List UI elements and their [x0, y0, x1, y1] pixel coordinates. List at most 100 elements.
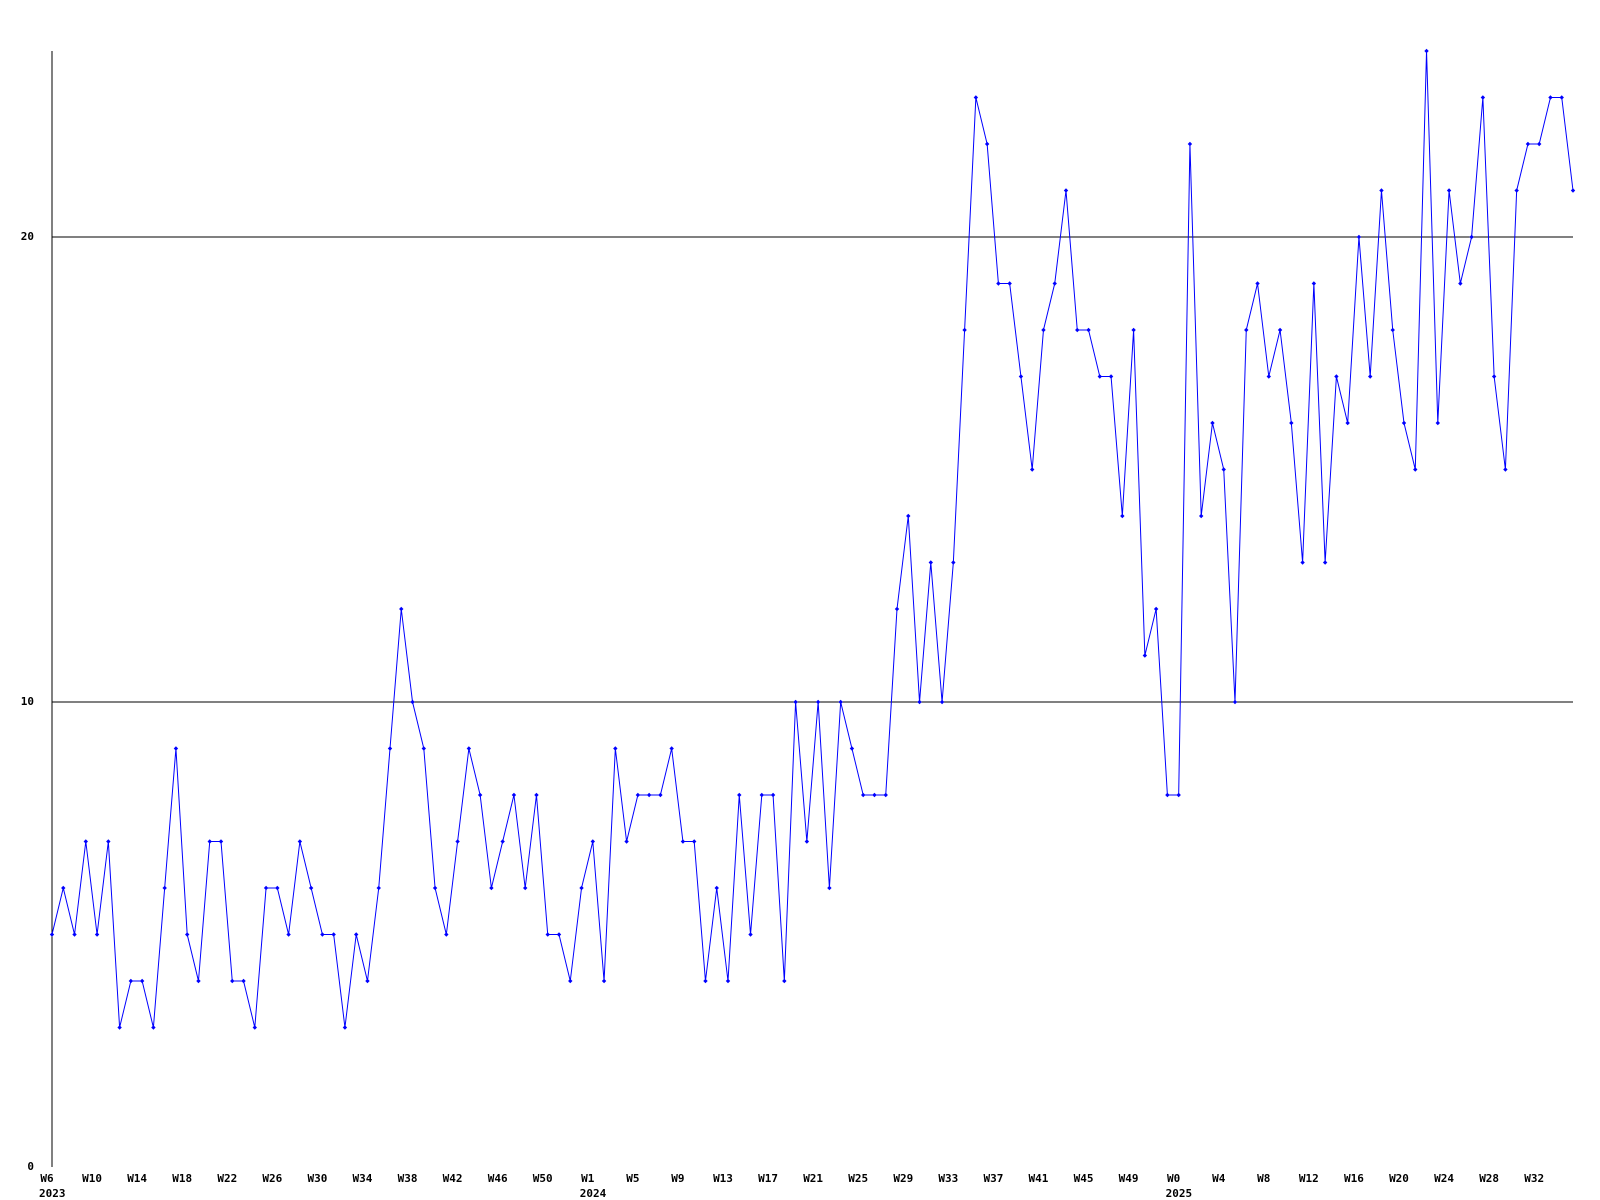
data-point [996, 281, 1001, 286]
data-point [534, 792, 539, 798]
data-point [320, 932, 325, 937]
data-point [1503, 467, 1508, 472]
data-point [1142, 653, 1148, 658]
x-tick-label: W1 [581, 1172, 595, 1185]
x-tick-label: W29 [893, 1172, 913, 1185]
data-point [1559, 95, 1564, 100]
data-point [1131, 327, 1136, 333]
data-point [883, 792, 888, 798]
data-point [1075, 327, 1080, 333]
data-point [94, 932, 100, 937]
data-point [1525, 141, 1531, 147]
data-point [1041, 327, 1046, 333]
data-point [1424, 48, 1429, 54]
data-point [1221, 467, 1226, 472]
x-tick-label: W14 [127, 1172, 147, 1185]
data-point [410, 699, 415, 705]
x-tick-label: W34 [353, 1172, 373, 1185]
x-tick-label: W25 [848, 1172, 868, 1185]
x-tick-label: W0 [1167, 1172, 1180, 1185]
data-point [1458, 281, 1463, 286]
data-point [906, 513, 911, 519]
x-tick-label: W12 [1299, 1172, 1319, 1185]
x-tick-label: W10 [82, 1172, 102, 1185]
x-tick-label: W13 [713, 1172, 733, 1185]
data-point [1097, 374, 1102, 379]
data-point [162, 885, 167, 891]
data-point [815, 699, 821, 705]
data-point [894, 606, 900, 612]
data-point [1210, 420, 1215, 426]
data-point [432, 885, 438, 891]
data-point [1244, 327, 1249, 333]
data-point [973, 95, 979, 100]
x-tick-label: W24 [1434, 1172, 1454, 1185]
x-tick-label: W45 [1074, 1172, 1094, 1185]
data-point [466, 746, 472, 751]
data-point [714, 885, 719, 891]
y-tick-label: 10 [21, 695, 34, 708]
data-point [1153, 606, 1159, 612]
data-point [568, 978, 573, 984]
data-point [579, 885, 584, 891]
data-point [477, 792, 483, 798]
data-point [376, 885, 381, 891]
x-tick-label: W4 [1212, 1172, 1226, 1185]
data-point [500, 839, 505, 844]
x-year-label: 2023 [39, 1187, 66, 1200]
data-point [1165, 792, 1170, 798]
data-point [117, 1025, 122, 1030]
data-point [1570, 188, 1576, 193]
data-point [748, 932, 753, 937]
data-point [962, 327, 967, 333]
x-tick-label: W22 [217, 1172, 237, 1185]
x-tick-label: W5 [626, 1172, 639, 1185]
data-point [1030, 467, 1035, 472]
data-point [1311, 281, 1317, 286]
x-tick-label: W30 [307, 1172, 327, 1185]
data-point [646, 792, 652, 798]
data-point [308, 885, 314, 891]
data-point [1120, 513, 1125, 519]
data-point [1255, 281, 1260, 286]
data-point [1469, 234, 1474, 240]
data-point [297, 839, 303, 844]
data-point [511, 792, 517, 798]
x-year-label: 2024 [580, 1187, 607, 1200]
data-point [72, 932, 77, 937]
x-tick-label: W50 [533, 1172, 553, 1185]
data-point [252, 1025, 257, 1030]
data-point [83, 839, 88, 844]
data-point [793, 699, 798, 705]
data-point [770, 792, 776, 798]
x-tick-label: W26 [262, 1172, 282, 1185]
y-tick-label: 0 [27, 1160, 34, 1173]
data-point [1413, 467, 1418, 472]
data-point [207, 839, 212, 844]
data-point [151, 1025, 156, 1030]
data-point [838, 699, 843, 705]
data-point [703, 978, 708, 984]
data-point [1537, 141, 1542, 147]
data-point [173, 746, 179, 751]
data-point [1187, 141, 1193, 147]
data-point [455, 839, 460, 844]
data-point [139, 978, 145, 984]
data-point [196, 978, 201, 984]
data-point [601, 978, 607, 984]
data-point [1086, 327, 1091, 333]
data-point [1548, 95, 1553, 100]
data-point [387, 746, 393, 751]
data-point [984, 141, 990, 147]
x-tick-label: W8 [1257, 1172, 1270, 1185]
data-point [49, 932, 55, 937]
x-tick-label: W28 [1479, 1172, 1499, 1185]
data-point [1277, 327, 1283, 333]
data-point [128, 978, 134, 984]
data-point [1232, 699, 1238, 705]
x-tick-label: W20 [1389, 1172, 1409, 1185]
data-point [849, 746, 855, 751]
data-point [263, 885, 269, 891]
x-year-label: 2025 [1166, 1187, 1193, 1200]
